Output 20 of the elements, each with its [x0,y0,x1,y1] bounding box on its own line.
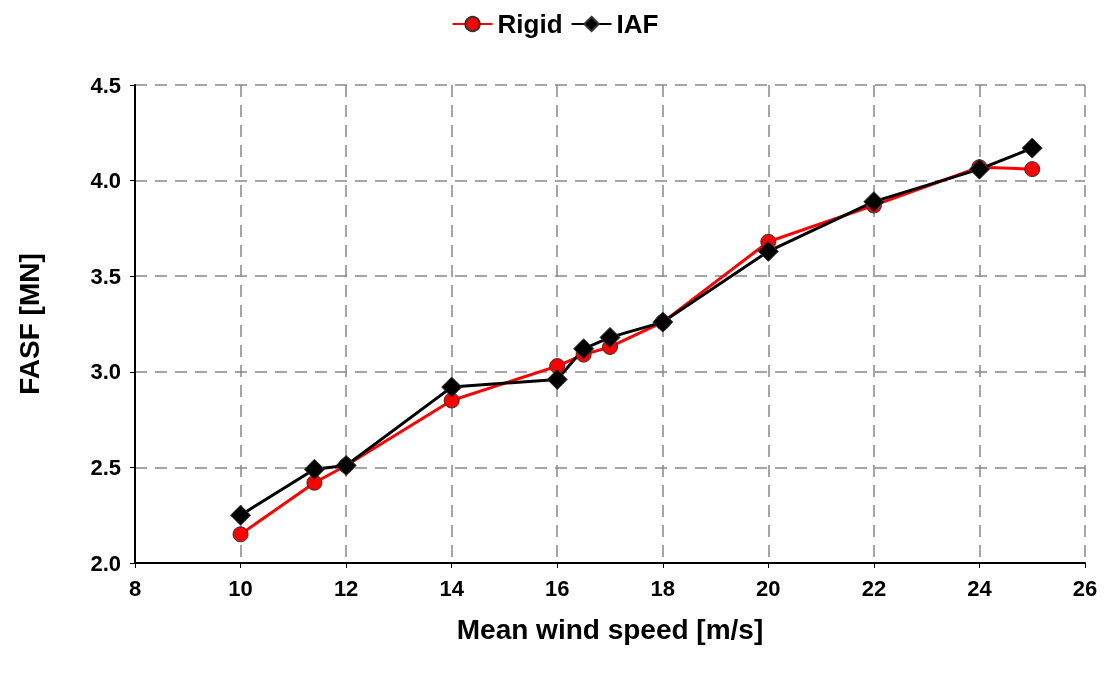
x-tick-label: 14 [439,575,465,601]
y-tick-label: 4.0 [90,168,121,194]
x-tick-label: 16 [544,575,570,601]
y-tick-label: 3.5 [90,263,121,289]
legend-label: Rigid [497,9,563,39]
y-tick-label: 2.5 [90,454,121,480]
x-tick-label: 20 [756,575,781,601]
y-tick-label: 3.0 [90,359,121,385]
x-tick-label: 8 [128,575,142,601]
x-tick-label: 22 [861,575,887,601]
y-tick-label: 2.0 [90,550,121,576]
y-axis-title: FASF [MN] [13,253,45,395]
x-tick-label: 12 [333,575,359,601]
x-tick-label: 24 [967,575,993,601]
x-tick-label: 18 [650,575,676,601]
x-axis-title: Mean wind speed [m/s] [456,613,764,645]
y-tick-label: 4.5 [90,72,121,98]
x-tick-label: 26 [1072,575,1098,601]
x-tick-label: 10 [228,575,253,601]
legend-label: IAF [616,9,659,39]
